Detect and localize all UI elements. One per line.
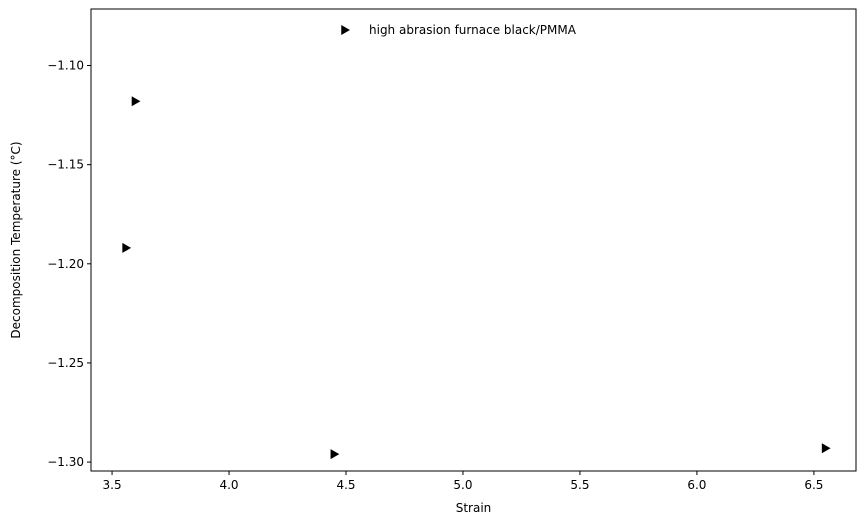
- legend-marker: [341, 25, 350, 35]
- y-tick-label: −1.25: [47, 356, 84, 370]
- x-tick-label: 4.5: [336, 478, 355, 492]
- data-point: [131, 96, 141, 107]
- x-tick-label: 6.0: [687, 478, 706, 492]
- y-axis-ticks: −1.30 −1.25 −1.20 −1.15 −1.10: [47, 59, 91, 469]
- y-tick-label: −1.20: [47, 257, 84, 271]
- data-points: [122, 96, 831, 460]
- data-point: [330, 449, 340, 460]
- plot-area-border: [90, 8, 857, 472]
- plot-frame: [90, 8, 857, 472]
- y-axis-label: Decomposition Temperature (°C): [9, 141, 23, 338]
- x-tick-label: 4.0: [219, 478, 238, 492]
- legend-label: high abrasion furnace black/PMMA: [369, 23, 577, 37]
- x-tick-label: 5.5: [570, 478, 589, 492]
- x-tick-label: 3.5: [103, 478, 122, 492]
- y-tick-label: −1.15: [47, 158, 84, 172]
- x-axis-ticks: 3.5 4.0 4.5 5.0 5.5 6.0 6.5: [103, 471, 823, 492]
- y-tick-label: −1.30: [47, 455, 84, 469]
- y-tick-label: −1.10: [47, 59, 84, 73]
- data-point: [821, 443, 831, 454]
- x-axis-label: Strain: [456, 501, 492, 515]
- data-point: [122, 242, 132, 253]
- legend: high abrasion furnace black/PMMA: [341, 23, 577, 37]
- x-tick-label: 6.5: [804, 478, 823, 492]
- x-tick-label: 5.0: [453, 478, 472, 492]
